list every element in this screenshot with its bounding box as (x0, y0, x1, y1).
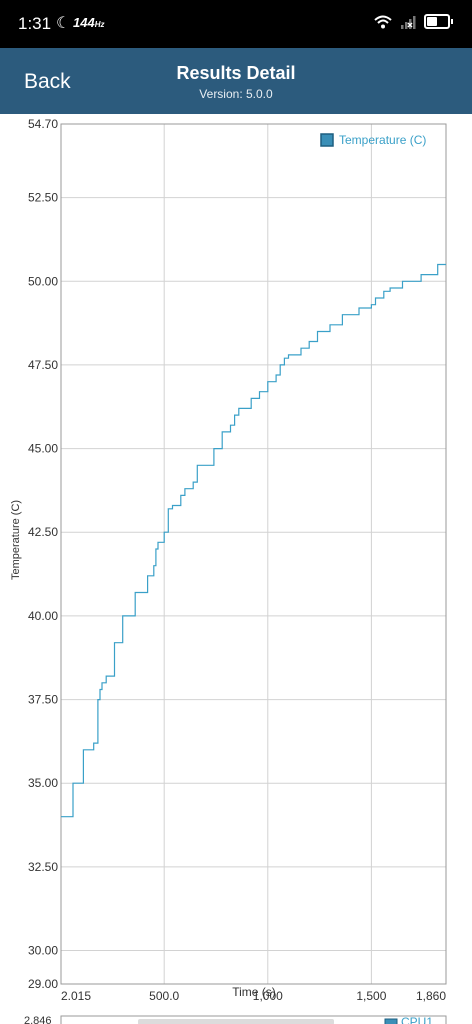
x-tick-label: 1,860 (416, 989, 446, 1003)
signal-icon (401, 15, 416, 29)
y-tick-label: 40.00 (28, 609, 58, 623)
y-axis-ticks: 54.70 52.50 50.00 47.50 45.00 42.50 40.00 37.50… (28, 117, 58, 991)
wifi-icon (374, 15, 392, 28)
y-tick-label: 29.00 (28, 977, 58, 991)
status-time: 1:31 (18, 14, 52, 33)
second-chart-frame-top (60, 1015, 447, 1024)
y-tick-label: 47.50 (28, 358, 58, 372)
battery-icon (424, 14, 453, 29)
y-tick-label: 54.70 (28, 117, 58, 131)
plot-frame (60, 123, 447, 985)
second-chart-scroll-hint (138, 1019, 334, 1024)
y-tick-label: 50.00 (28, 274, 58, 288)
chart-legend[interactable]: Temperature (C) (320, 133, 426, 147)
x-tick-label: 500.0 (149, 989, 179, 1003)
version-label: Version: 5.0.0 (199, 87, 273, 101)
x-tick-label: 1,500 (356, 989, 386, 1003)
y-tick-label: 35.00 (28, 776, 58, 790)
second-chart-peek: 2.846 CPU1 (24, 1015, 447, 1024)
page-title: Results Detail (176, 63, 296, 83)
second-chart-legend-swatch-icon (384, 1018, 398, 1024)
temperature-chart: 54.70 52.50 50.00 47.50 45.00 42.50 40.00 37.50… (10, 117, 447, 1003)
status-icons (374, 14, 453, 29)
chart-grid (60, 123, 447, 985)
app-bar: Back Results Detail Version: 5.0.0 (0, 48, 472, 114)
moon-icon: ☾ (56, 15, 71, 32)
y-tick-label: 37.50 (28, 693, 58, 707)
y-axis-label: Temperature (C) (10, 500, 22, 580)
y-tick-label: 32.50 (28, 860, 58, 874)
x-axis-ticks: 2.015 500.0 1,000 1,500 1,860 (61, 989, 446, 1003)
y-tick-label: 52.50 (28, 191, 58, 205)
x-tick-label: 2.015 (61, 989, 91, 1003)
refresh-rate-label: 144Hz (73, 15, 104, 30)
temperature-series-line (61, 263, 446, 818)
x-tick-label: 1,000 (253, 989, 283, 1003)
back-button[interactable]: Back (24, 70, 71, 93)
y-tick-label: 45.00 (28, 442, 58, 456)
y-tick-label: 42.50 (28, 525, 58, 539)
x-axis-label: Time (s) (232, 985, 276, 999)
refresh-rate-unit: Hz (94, 20, 105, 29)
second-chart-legend-label: CPU1 (401, 1015, 433, 1024)
status-bar: 1:31 ☾ 144Hz (0, 0, 472, 48)
refresh-rate-value: 144 (73, 15, 95, 30)
second-chart-y-top: 2.846 (24, 1015, 52, 1024)
y-tick-label: 30.00 (28, 944, 58, 958)
legend-swatch-icon (320, 133, 334, 147)
legend-label: Temperature (C) (339, 133, 426, 147)
